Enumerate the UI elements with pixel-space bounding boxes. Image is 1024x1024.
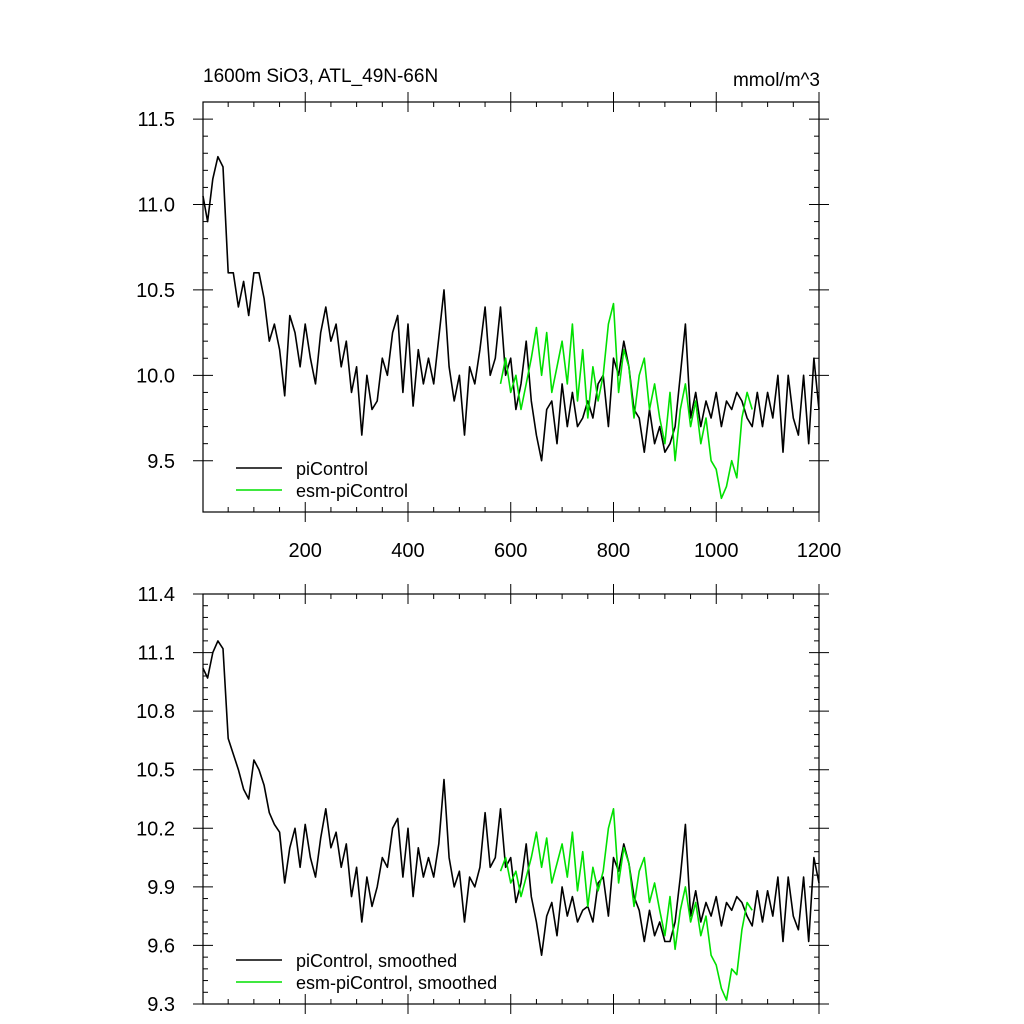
- y-tick-label: 11.5: [138, 109, 175, 131]
- top-axis-ticks: 200 400 600 800 1000 1200 9.5 10.0 10.5 11.0 11.5: [136, 92, 841, 562]
- x-tick-label: 600: [494, 540, 527, 562]
- x-tick-label: 1200: [797, 540, 842, 562]
- y-tick-label: 10.8: [136, 701, 175, 723]
- y-tick-label: 11.4: [138, 584, 175, 606]
- series-line-esm-picontrol-smoothed: [499, 807, 753, 1001]
- legend-label-picontrol-smoothed: piControl, smoothed: [296, 951, 457, 971]
- y-tick-label: 9.9: [147, 877, 175, 899]
- bottom-axis-ticks: 9.3 9.6 9.9 10.2 10.5 10.8 11.1 11.4: [136, 584, 829, 1016]
- x-tick-label: 800: [597, 540, 630, 562]
- x-tick-label: 400: [391, 540, 424, 562]
- series-line-picontrol-smoothed: [202, 640, 820, 957]
- y-tick-label: 10.5: [136, 760, 175, 782]
- legend-label-esm-picontrol: esm-piControl: [296, 481, 408, 501]
- x-tick-label: 1000: [694, 540, 739, 562]
- units-label: mmol/m^3: [733, 70, 820, 91]
- y-tick-label: 9.3: [147, 994, 175, 1016]
- top-series-lines: [202, 155, 820, 500]
- bottom-series-lines: [202, 640, 820, 1001]
- chart-title: 1600m SiO3, ATL_49N-66N: [203, 66, 438, 87]
- legend-label-picontrol: piControl: [296, 459, 368, 479]
- y-tick-label: 9.6: [147, 935, 175, 957]
- series-line-esm-picontrol: [499, 302, 753, 500]
- y-tick-label: 10.5: [136, 280, 175, 302]
- bottom-panel: 9.3 9.6 9.9 10.2 10.5 10.8 11.1 11.4 piControl,…: [136, 584, 829, 1016]
- bottom-plot-frame: [202, 593, 820, 1005]
- bottom-legend: piControl, smoothed esm-piControl, smoot…: [236, 951, 497, 993]
- y-tick-label: 9.5: [147, 451, 175, 473]
- top-legend: piControl esm-piControl: [236, 459, 408, 501]
- y-tick-label: 10.2: [136, 818, 175, 840]
- series-line-picontrol: [202, 155, 820, 462]
- y-tick-label: 11.0: [138, 195, 175, 217]
- y-tick-label: 11.1: [138, 643, 175, 665]
- top-plot-frame: [202, 101, 820, 513]
- top-panel: 1600m SiO3, ATL_49N-66N mmol/m^3 200 400 6…: [136, 66, 841, 562]
- x-tick-label: 200: [289, 540, 322, 562]
- y-tick-label: 10.0: [136, 365, 175, 387]
- legend-label-esm-picontrol-smoothed: esm-piControl, smoothed: [296, 973, 497, 993]
